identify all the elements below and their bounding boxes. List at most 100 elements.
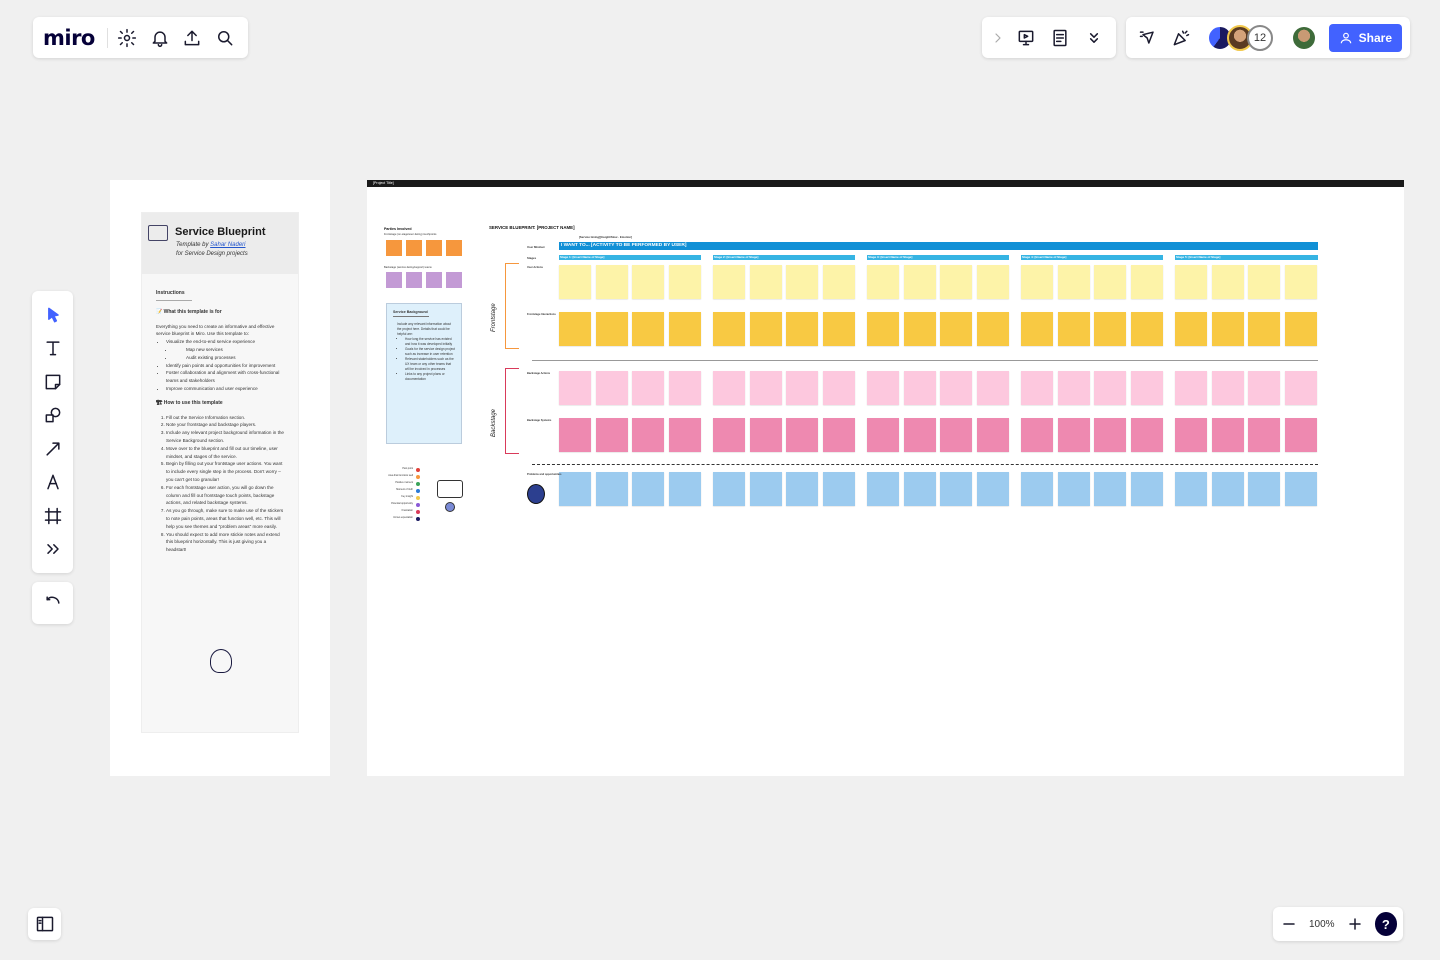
sticky-note[interactable] <box>386 272 402 288</box>
sticky-note[interactable] <box>976 418 1009 452</box>
sticky-note[interactable] <box>713 312 745 346</box>
sticky-note[interactable] <box>559 265 591 299</box>
sticky-note[interactable] <box>1248 371 1280 405</box>
service-background-card[interactable]: Service Background Include any relevant … <box>386 303 462 444</box>
sticky-note[interactable] <box>1284 265 1317 299</box>
sticky-note[interactable] <box>559 472 591 506</box>
sticky-note[interactable] <box>822 472 855 506</box>
sticky-note[interactable] <box>1057 312 1090 346</box>
sticky-note[interactable] <box>940 265 972 299</box>
connection-line-icon[interactable] <box>39 435 67 463</box>
sticky-note[interactable] <box>595 371 628 405</box>
sticky-note[interactable] <box>668 472 701 506</box>
sticky-note[interactable] <box>713 371 745 405</box>
sticky-note[interactable] <box>786 371 818 405</box>
sticky-note[interactable] <box>749 472 782 506</box>
sticky-note[interactable] <box>1211 418 1244 452</box>
sticky-note[interactable] <box>1021 265 1053 299</box>
celebrate-icon[interactable] <box>1168 24 1196 52</box>
sticky-note[interactable] <box>1211 371 1244 405</box>
sticky-note[interactable] <box>668 265 701 299</box>
sticky-note[interactable] <box>1094 312 1126 346</box>
share-button[interactable]: Share <box>1328 23 1402 52</box>
sticky-note[interactable] <box>1094 265 1126 299</box>
sticky-note[interactable] <box>1057 265 1090 299</box>
sticky-note[interactable] <box>822 265 855 299</box>
sticky-note[interactable] <box>867 312 899 346</box>
presentation-icon[interactable] <box>1012 24 1040 52</box>
author-link[interactable]: Sahar Naderi <box>210 242 246 248</box>
sticky-note[interactable] <box>1021 312 1053 346</box>
sticky-note[interactable] <box>426 272 442 288</box>
sticky-note[interactable] <box>1175 472 1207 506</box>
side-panel-toggle[interactable] <box>28 908 61 940</box>
sticky-note[interactable] <box>1284 472 1317 506</box>
sticky-note[interactable] <box>713 265 745 299</box>
stage-header[interactable]: Stage 5: [Insert Name of Stage] <box>1175 255 1318 260</box>
undo-icon[interactable] <box>39 589 67 617</box>
settings-icon[interactable] <box>114 24 141 52</box>
sticky-note[interactable] <box>1094 472 1126 506</box>
sticky-note[interactable] <box>903 472 936 506</box>
sticky-note[interactable] <box>940 472 972 506</box>
sticky-note[interactable] <box>749 265 782 299</box>
stage-header[interactable]: Stage 3: [Insert Name of Stage] <box>867 255 1009 260</box>
stage-header[interactable]: Stage 1: [Insert Name of Stage] <box>559 255 701 260</box>
pen-icon[interactable] <box>39 469 67 497</box>
sticky-note[interactable] <box>713 472 745 506</box>
sticky-note[interactable] <box>1021 418 1053 452</box>
sticky-note[interactable] <box>632 418 664 452</box>
frame-title-bar[interactable]: [Project Title] <box>367 180 1404 187</box>
text-tool-icon[interactable] <box>39 335 67 363</box>
sticky-note[interactable] <box>1175 312 1207 346</box>
instructions-card[interactable]: Service Blueprint Template by Sahar Nade… <box>141 212 299 733</box>
search-icon[interactable] <box>211 24 238 52</box>
sticky-note[interactable] <box>1211 312 1244 346</box>
sticky-note[interactable] <box>903 312 936 346</box>
sticky-note[interactable] <box>559 371 591 405</box>
sticky-note[interactable] <box>749 312 782 346</box>
sticky-note[interactable] <box>386 240 402 256</box>
sticky-note[interactable] <box>426 240 442 256</box>
sticky-note[interactable] <box>632 472 664 506</box>
sticky-note[interactable] <box>1284 371 1317 405</box>
sticky-note[interactable] <box>867 371 899 405</box>
sticky-note[interactable] <box>976 371 1009 405</box>
sticky-note[interactable] <box>786 472 818 506</box>
sticky-note[interactable] <box>559 312 591 346</box>
sticky-note[interactable] <box>1211 472 1244 506</box>
sticky-note[interactable] <box>632 312 664 346</box>
sticky-note[interactable] <box>1130 472 1163 506</box>
collaborator-avatars[interactable]: 12 <box>1207 24 1274 51</box>
sticky-note[interactable] <box>749 371 782 405</box>
sticky-note[interactable] <box>1175 265 1207 299</box>
sticky-note[interactable] <box>1094 371 1126 405</box>
zoom-level[interactable]: 100% <box>1309 918 1335 930</box>
sticky-note[interactable] <box>903 418 936 452</box>
sticky-note[interactable] <box>867 265 899 299</box>
sticky-note[interactable] <box>822 312 855 346</box>
frame-icon[interactable] <box>39 502 67 530</box>
select-cursor-icon[interactable] <box>39 301 67 329</box>
shapes-icon[interactable] <box>39 402 67 430</box>
sticky-note-icon[interactable] <box>39 368 67 396</box>
sticky-note[interactable] <box>903 265 936 299</box>
sticky-note[interactable] <box>595 312 628 346</box>
export-upload-icon[interactable] <box>179 24 206 52</box>
zoom-in-icon[interactable] <box>1345 910 1365 938</box>
sticky-note[interactable] <box>786 418 818 452</box>
more-tools-icon[interactable] <box>39 536 67 564</box>
sticky-note[interactable] <box>713 418 745 452</box>
user-avatar[interactable] <box>1291 24 1317 51</box>
sticky-note[interactable] <box>903 371 936 405</box>
sticky-note[interactable] <box>940 312 972 346</box>
sticky-note[interactable] <box>446 272 462 288</box>
sticky-note[interactable] <box>1175 418 1207 452</box>
sticky-note[interactable] <box>822 371 855 405</box>
notifications-bell-icon[interactable] <box>146 24 173 52</box>
sticky-note[interactable] <box>940 371 972 405</box>
sticky-note[interactable] <box>940 418 972 452</box>
sticky-note[interactable] <box>1248 265 1280 299</box>
sticky-note[interactable] <box>668 418 701 452</box>
blueprint-frame[interactable]: [Project Title] Parties Involved Frontst… <box>367 180 1404 776</box>
